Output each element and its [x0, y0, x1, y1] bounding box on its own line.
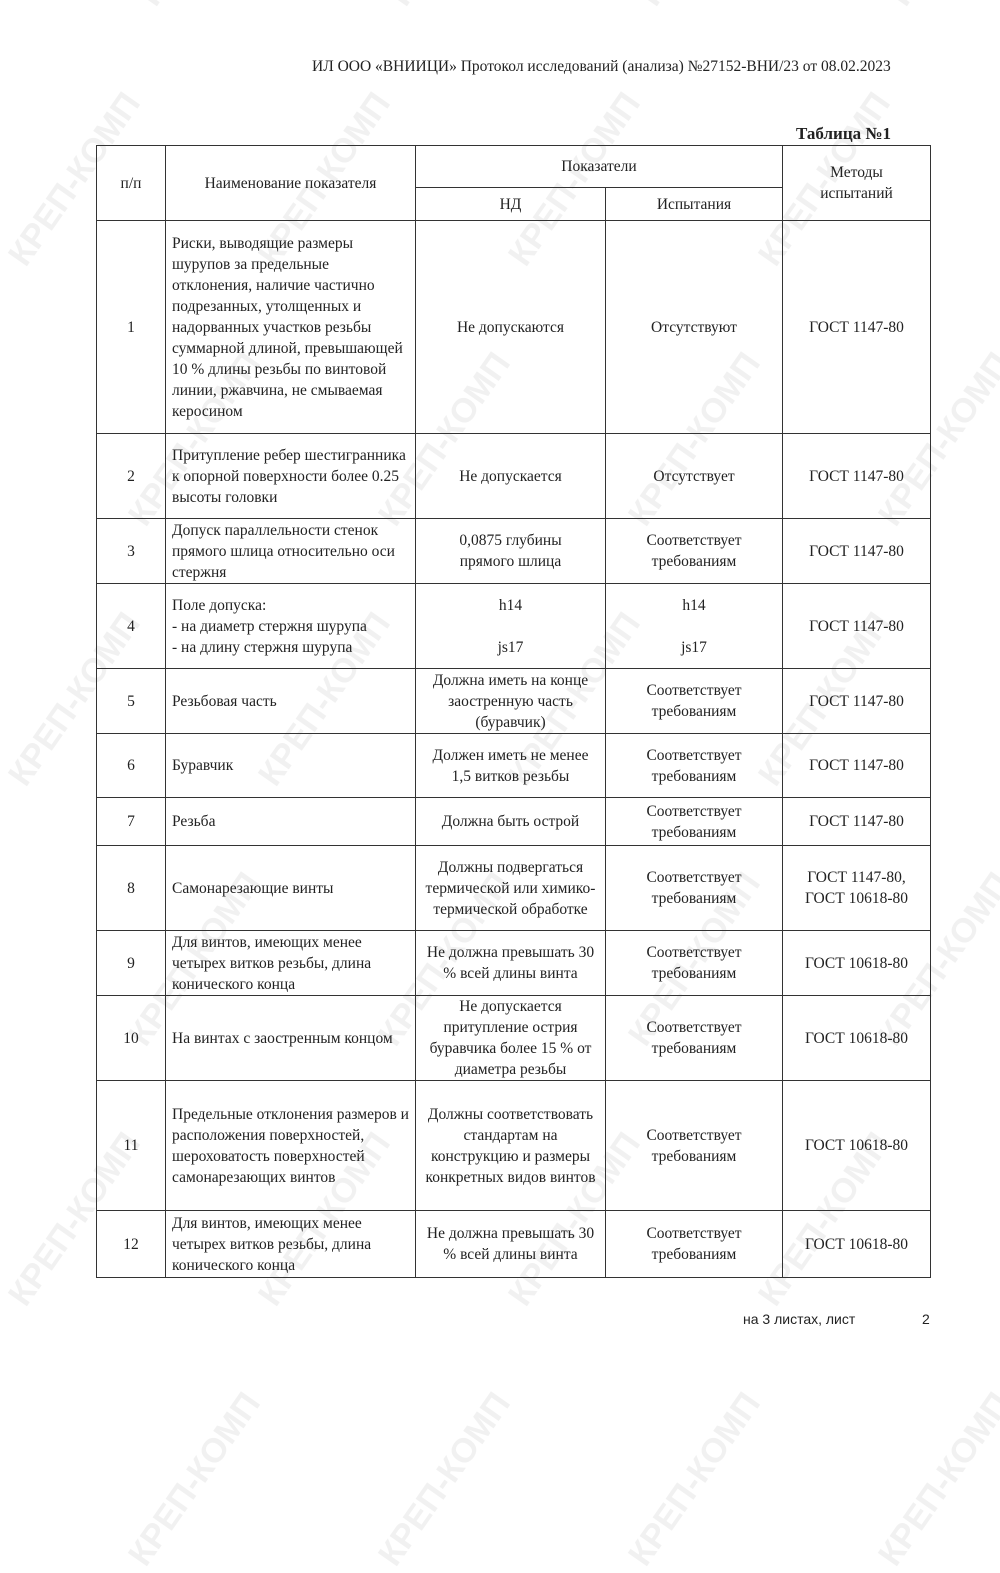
row-number: 4: [96, 583, 166, 669]
watermark: КРЕП-КОМП: [631, 0, 779, 13]
indicator-name: Притупление ребер шестигранника к опорно…: [165, 433, 416, 519]
test-method: ГОСТ 10618-80: [782, 1210, 931, 1278]
watermark: КРЕП-КОМП: [370, 1385, 518, 1573]
indicator-name: Для винтов, имеющих менее четырех витков…: [165, 930, 416, 996]
table-row: 10 На винтах с заостренным концом Не допус…: [96, 995, 931, 1081]
footer-sheets: на 3 листах, лист: [743, 1311, 856, 1327]
indicator-name: Поле допуска: - на диаметр стержня шуруп…: [165, 583, 416, 669]
header-methods: Методы испытаний: [782, 145, 931, 221]
nd-value: Должен иметь не менее 1,5 витков резьбы: [415, 733, 606, 798]
test-result: Соответствует требованиям: [605, 845, 783, 931]
row-number: 12: [96, 1210, 166, 1278]
nd-value: Не допускается притупление острия буравч…: [415, 995, 606, 1081]
test-result: Соответствует требованиям: [605, 930, 783, 996]
table-row: 9 Для винтов, имеющих менее четырех витко…: [96, 930, 931, 996]
test-result: Отсутствует: [605, 433, 783, 519]
test-method: ГОСТ 1147-80: [782, 668, 931, 734]
indicator-name: Предельные отклонения размеров и располо…: [165, 1080, 416, 1211]
row-number: 2: [96, 433, 166, 519]
header-name: Наименование показателя: [165, 145, 416, 221]
test-result: Соответствует требованиям: [605, 995, 783, 1081]
watermark: КРЕП-КОМП: [870, 1385, 1000, 1573]
watermark: КРЕП-КОМП: [0, 0, 29, 13]
test-method: ГОСТ 1147-80: [782, 797, 931, 846]
indicator-name: Риски, выводящие размеры шурупов за пред…: [165, 220, 416, 434]
indicator-name: На винтах с заостренным концом: [165, 995, 416, 1081]
page-number: 2: [922, 1311, 930, 1327]
header-num: п/п: [96, 145, 166, 221]
watermark: КРЕП-КОМП: [381, 0, 529, 13]
row-number: 1: [96, 220, 166, 434]
row-number: 9: [96, 930, 166, 996]
test-method: ГОСТ 10618-80: [782, 1080, 931, 1211]
document-header: ИЛ ООО «ВНИИЦИ» Протокол исследований (а…: [312, 58, 891, 75]
nd-value: Должна иметь на конце заостренную часть …: [415, 668, 606, 734]
test-method: ГОСТ 10618-80: [782, 930, 931, 996]
test-result: Соответствует требованиям: [605, 668, 783, 734]
watermark: КРЕП-КОМП: [131, 0, 279, 13]
indicator-name: Для винтов, имеющих менее четырех витков…: [165, 1210, 416, 1278]
indicator-name: Допуск параллельности стенок прямого шли…: [165, 518, 416, 584]
nd-value: Не допускаются: [415, 220, 606, 434]
nd-value: Не должна превышать 30 % всей длины винт…: [415, 1210, 606, 1278]
row-number: 11: [96, 1080, 166, 1211]
nd-value: Должны подвергаться термической или хими…: [415, 845, 606, 931]
nd-value: Не допускается: [415, 433, 606, 519]
header-test: Испытания: [605, 187, 783, 221]
table-row: 6 Буравчик Должен иметь не менее 1,5 витко…: [96, 733, 931, 798]
table-row: 11 Предельные отклонения размеров и распо…: [96, 1080, 931, 1211]
indicator-name: Резьба: [165, 797, 416, 846]
test-result: Соответствует требованиям: [605, 1210, 783, 1278]
nd-value: Должна быть острой: [415, 797, 606, 846]
nd-value: Должны соответствовать стандартам на кон…: [415, 1080, 606, 1211]
table-row: 1 Риски, выводящие размеры шурупов за пре…: [96, 220, 931, 434]
nd-value: 0,0875 глубины прямого шлица: [415, 518, 606, 584]
row-number: 10: [96, 995, 166, 1081]
test-method: ГОСТ 1147-80: [782, 220, 931, 434]
watermark: КРЕП-КОМП: [881, 0, 1000, 13]
indicator-name: Самонарезающие винты: [165, 845, 416, 931]
table-row: 8 Самонарезающие винты Должны подвергаться…: [96, 845, 931, 931]
test-result: h14 js17: [605, 583, 783, 669]
test-method: ГОСТ 1147-80, ГОСТ 10618-80: [782, 845, 931, 931]
results-table: п/п Наименование показателя Показатели М…: [96, 145, 931, 1278]
row-number: 7: [96, 797, 166, 846]
table-row: 5 Резьбовая часть Должна иметь на конце за…: [96, 668, 931, 734]
test-method: ГОСТ 1147-80: [782, 518, 931, 584]
header-indicators: Показатели: [415, 145, 783, 188]
test-result: Соответствует требованиям: [605, 1080, 783, 1211]
table-title: Таблица №1: [796, 124, 891, 143]
test-result: Соответствует требованиям: [605, 518, 783, 584]
row-number: 3: [96, 518, 166, 584]
watermark: КРЕП-КОМП: [120, 1385, 268, 1573]
indicator-name: Резьбовая часть: [165, 668, 416, 734]
table-row: 4 Поле допуска: - на диаметр стержня шуру…: [96, 583, 931, 669]
test-result: Отсутствуют: [605, 220, 783, 434]
test-method: ГОСТ 1147-80: [782, 733, 931, 798]
row-number: 6: [96, 733, 166, 798]
test-result: Соответствует требованиям: [605, 797, 783, 846]
test-method: ГОСТ 10618-80: [782, 995, 931, 1081]
watermark: КРЕП-КОМП: [620, 1385, 768, 1573]
table-row: 3 Допуск параллельности стенок прямого шл…: [96, 518, 931, 584]
test-method: ГОСТ 1147-80: [782, 433, 931, 519]
table-row: 7 Резьба Должна быть острой Соответствует т…: [96, 797, 931, 846]
indicator-name: Буравчик: [165, 733, 416, 798]
table-row: 12 Для винтов, имеющих менее четырех витк…: [96, 1210, 931, 1278]
nd-value: Не должна превышать 30 % всей длины винт…: [415, 930, 606, 996]
table-row: 2 Притупление ребер шестигранника к опорн…: [96, 433, 931, 519]
row-number: 8: [96, 845, 166, 931]
header-nd: НД: [415, 187, 606, 221]
test-result: Соответствует требованиям: [605, 733, 783, 798]
test-method: ГОСТ 1147-80: [782, 583, 931, 669]
row-number: 5: [96, 668, 166, 734]
nd-value: h14 js17: [415, 583, 606, 669]
